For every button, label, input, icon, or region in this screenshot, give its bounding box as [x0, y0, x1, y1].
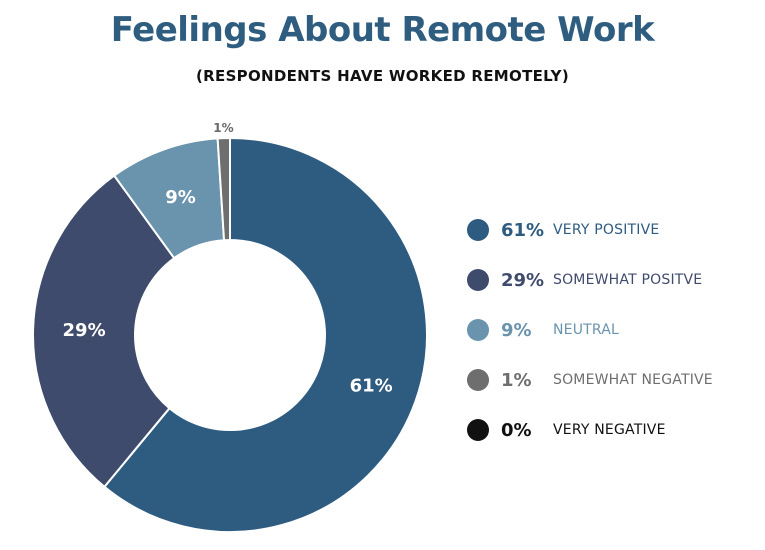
chart-title: Feelings About Remote Work — [110, 10, 655, 50]
legend-value: 29% — [501, 269, 545, 291]
slice-label-very-positive: 61% — [350, 375, 393, 396]
slice-label-somewhat-positve: 29% — [63, 320, 106, 341]
legend-swatch — [467, 419, 489, 441]
legend-label: SOMEWHAT NEGATIVE — [553, 372, 713, 388]
slice-label-neutral: 9% — [165, 187, 196, 208]
legend-label: NEUTRAL — [553, 322, 620, 338]
legend-item-somewhat-negative: 1% SOMEWHAT NEGATIVE — [467, 368, 757, 392]
legend-label: SOMEWHAT POSITVE — [553, 272, 703, 288]
legend-item-very-negative: 0% VERY NEGATIVE — [467, 418, 757, 442]
legend-swatch — [467, 319, 489, 341]
legend-value: 1% — [501, 369, 532, 391]
legend-item-very-positive: 61% VERY POSITIVE — [467, 218, 757, 242]
slice-label-somewhat-negative: 1% — [213, 121, 233, 135]
chart-subtitle: (RESPONDENTS HAVE WORKED REMOTELY) — [196, 67, 569, 85]
legend-item-somewhat-positve: 29% SOMEWHAT POSITVE — [467, 268, 757, 292]
legend-item-neutral: 9% NEUTRAL — [467, 318, 757, 342]
chart-legend: 61% VERY POSITIVE 29% SOMEWHAT POSITVE 9% NEU… — [467, 218, 757, 468]
slice-very-positive — [103, 136, 428, 533]
legend-swatch — [467, 369, 489, 391]
legend-value: 9% — [501, 319, 532, 341]
legend-swatch — [467, 269, 489, 291]
legend-label: VERY NEGATIVE — [553, 422, 666, 438]
legend-value: 0% — [501, 419, 532, 441]
slice-somewhat-negative — [216, 136, 231, 242]
legend-value: 61% — [501, 219, 545, 241]
legend-swatch — [467, 219, 489, 241]
slice-somewhat-positve — [32, 174, 176, 489]
legend-label: VERY POSITIVE — [553, 222, 660, 238]
